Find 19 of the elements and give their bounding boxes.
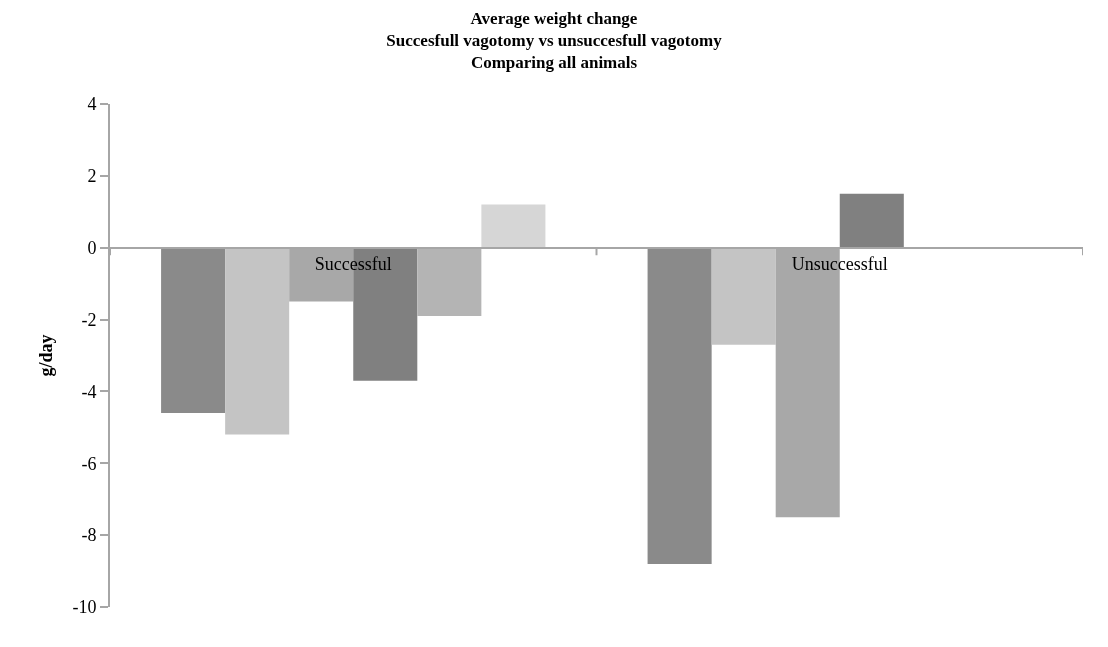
- bar: [711, 247, 776, 345]
- x-tick-label: Unsuccessful: [791, 254, 888, 275]
- bar: [647, 247, 712, 564]
- bar: [839, 193, 904, 248]
- bar: [417, 247, 482, 316]
- bar: [161, 247, 226, 413]
- y-tick-label: -2: [81, 309, 97, 330]
- chart-title: Average weight change Succesfull vagotomy vs unsuccesfull vagotomy Comparing all animals: [386, 8, 723, 72]
- y-axis-title: g/day: [36, 334, 57, 377]
- bar: [225, 247, 290, 435]
- y-tick-label: -10: [72, 597, 97, 618]
- y-tick-label: 4: [87, 94, 97, 115]
- y-tick-label: -4: [81, 381, 97, 402]
- y-tick-label: -6: [81, 453, 97, 474]
- y-tick-label: 0: [87, 238, 97, 259]
- y-tick-label: -8: [81, 525, 97, 546]
- y-tick-label: 2: [87, 166, 97, 187]
- x-tick-label: Successful: [314, 254, 392, 275]
- bar: [481, 204, 546, 248]
